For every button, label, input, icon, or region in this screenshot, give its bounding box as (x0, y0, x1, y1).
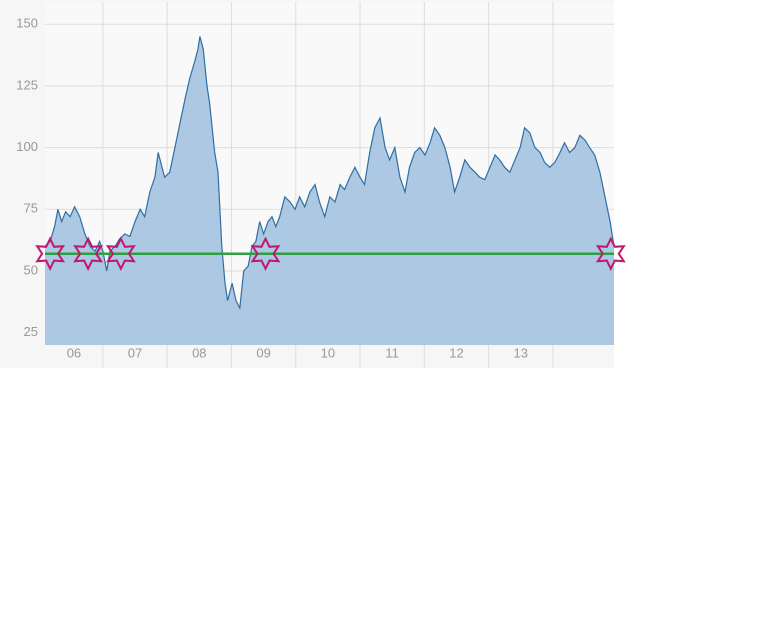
area-fill (45, 36, 614, 345)
price-line (44, 36, 615, 311)
x-tick-label: 11 (385, 345, 399, 360)
star-marker (250, 236, 281, 271)
x-tick-label: 12 (449, 345, 463, 360)
x-tick-label: 10 (321, 345, 335, 360)
x-tick-label: 07 (128, 345, 142, 360)
x-tick-label: 06 (67, 345, 81, 360)
x-tick-label: 09 (256, 345, 270, 360)
y-tick-label: 100 (16, 139, 38, 154)
y-tick-label: 125 (16, 77, 38, 92)
star-marker (73, 236, 104, 271)
x-tick-label: 08 (192, 345, 206, 360)
y-tick-label: 150 (16, 16, 38, 31)
y-tick-label: 25 (24, 324, 38, 339)
x-tick-label: 13 (514, 345, 528, 360)
star-marker (35, 236, 66, 271)
star-marker (105, 236, 136, 271)
y-tick-label: 50 (24, 262, 38, 277)
y-tick-label: 75 (24, 201, 38, 216)
star-marker (595, 236, 626, 271)
